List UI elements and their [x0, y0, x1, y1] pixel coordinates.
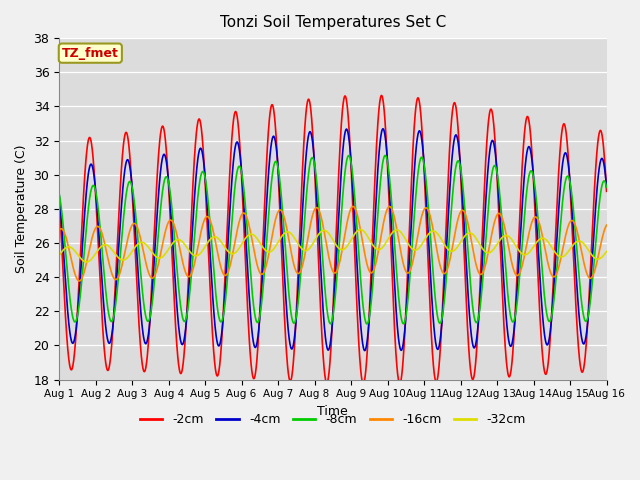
- -16cm: [603, 222, 611, 228]
- -2cm: [570, 262, 578, 268]
- -32cm: [361, 230, 369, 236]
- Line: -8cm: -8cm: [59, 156, 607, 324]
- -16cm: [208, 224, 216, 229]
- -4cm: [603, 184, 611, 190]
- -32cm: [356, 227, 364, 232]
- -8cm: [349, 170, 356, 176]
- -2cm: [492, 159, 500, 165]
- -16cm: [361, 252, 369, 258]
- Line: -4cm: -4cm: [59, 129, 607, 350]
- -8cm: [570, 212, 578, 217]
- -4cm: [208, 279, 216, 285]
- -8cm: [360, 313, 368, 319]
- -4cm: [379, 126, 387, 132]
- -16cm: [349, 204, 356, 209]
- -4cm: [361, 348, 369, 353]
- -4cm: [492, 159, 500, 165]
- -4cm: [349, 180, 356, 186]
- Line: -2cm: -2cm: [59, 96, 607, 384]
- -16cm: [76, 278, 83, 284]
- -8cm: [363, 321, 371, 327]
- -8cm: [55, 191, 63, 197]
- -4cm: [555, 208, 563, 214]
- -8cm: [555, 244, 563, 250]
- -2cm: [208, 319, 216, 324]
- -32cm: [55, 252, 63, 258]
- -32cm: [492, 242, 500, 248]
- Legend: -2cm, -4cm, -8cm, -16cm, -32cm: -2cm, -4cm, -8cm, -16cm, -32cm: [135, 408, 531, 432]
- -8cm: [492, 166, 500, 172]
- -32cm: [555, 253, 563, 259]
- -16cm: [349, 204, 357, 209]
- -16cm: [55, 228, 63, 233]
- -2cm: [55, 195, 63, 201]
- -2cm: [359, 381, 367, 387]
- -32cm: [83, 259, 90, 265]
- -16cm: [570, 219, 578, 225]
- Title: Tonzi Soil Temperatures Set C: Tonzi Soil Temperatures Set C: [220, 15, 446, 30]
- -2cm: [555, 169, 563, 175]
- -8cm: [208, 243, 216, 249]
- -32cm: [570, 241, 578, 247]
- -2cm: [603, 189, 611, 194]
- -4cm: [570, 235, 578, 240]
- -8cm: [603, 184, 611, 190]
- -32cm: [208, 235, 216, 240]
- -2cm: [378, 93, 385, 98]
- -4cm: [360, 348, 368, 353]
- Text: TZ_fmet: TZ_fmet: [62, 47, 119, 60]
- -8cm: [381, 153, 389, 158]
- -4cm: [55, 191, 63, 196]
- X-axis label: Time: Time: [317, 405, 348, 418]
- -16cm: [492, 214, 500, 219]
- -32cm: [603, 249, 611, 254]
- Line: -16cm: -16cm: [59, 206, 607, 281]
- -32cm: [349, 234, 356, 240]
- Line: -32cm: -32cm: [59, 229, 607, 262]
- -2cm: [349, 197, 356, 203]
- -2cm: [361, 377, 369, 383]
- -16cm: [555, 264, 563, 270]
- Y-axis label: Soil Temperature (C): Soil Temperature (C): [15, 144, 28, 273]
